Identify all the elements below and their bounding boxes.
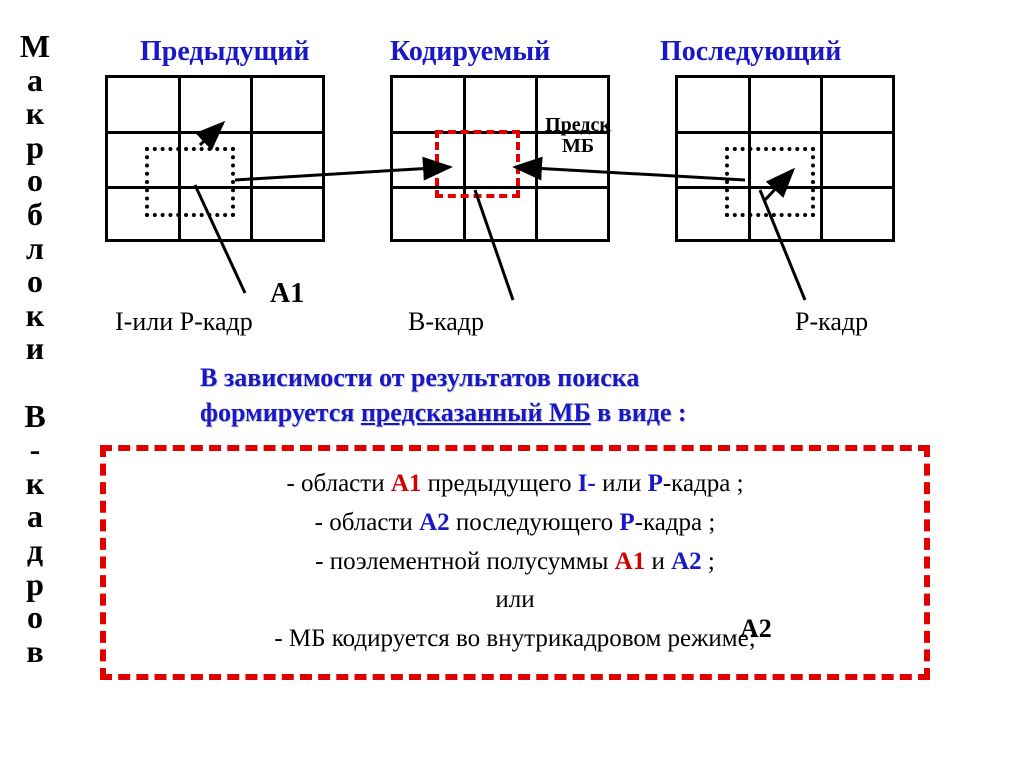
predicted-mb-text: Предск МБ xyxy=(545,114,611,157)
frame-title-next: Последующий xyxy=(660,36,841,68)
frame-title-prev: Предыдущий xyxy=(140,36,310,68)
explain-line2-post: в виде : xyxy=(591,398,687,427)
frame-title-curr: Кодируемый xyxy=(390,36,550,68)
frames-diagram: Предск МБ xyxy=(105,75,985,285)
predicted-mb-label: Предск МБ xyxy=(533,115,623,157)
explain-heading: В зависимости от результатов поиска форм… xyxy=(200,360,860,430)
caption-curr: В-кадр xyxy=(408,307,484,337)
dotted-region-a1 xyxy=(145,147,235,217)
result-line-5: - МБ кодируется во внутрикадровом режиме… xyxy=(115,620,915,659)
caption-next: Р-кадр xyxy=(795,307,868,337)
result-line-3: - поэлементной полусуммы А1 и А2 ; xyxy=(115,543,915,582)
explain-line2-pre: формируется xyxy=(200,398,361,427)
dotted-region-a2 xyxy=(725,147,815,217)
label-a1: А1 xyxy=(270,278,304,310)
result-line-4: или xyxy=(115,581,915,620)
explain-line2-ul: предсказанный МБ xyxy=(361,398,591,427)
predicted-mb-box xyxy=(435,130,520,198)
explain-line1: В зависимости от результатов поиска xyxy=(200,363,639,392)
vertical-title: Макроблоки В-кадров xyxy=(18,30,52,668)
caption-prev: I-или Р-кадр xyxy=(115,307,253,337)
result-line-2: - области А2 последующего Р-кадра ; xyxy=(115,504,915,543)
result-line-1: - области А1 предыдущего I- или Р-кадра … xyxy=(115,465,915,504)
result-text: - области А1 предыдущего I- или Р-кадра … xyxy=(115,465,915,659)
